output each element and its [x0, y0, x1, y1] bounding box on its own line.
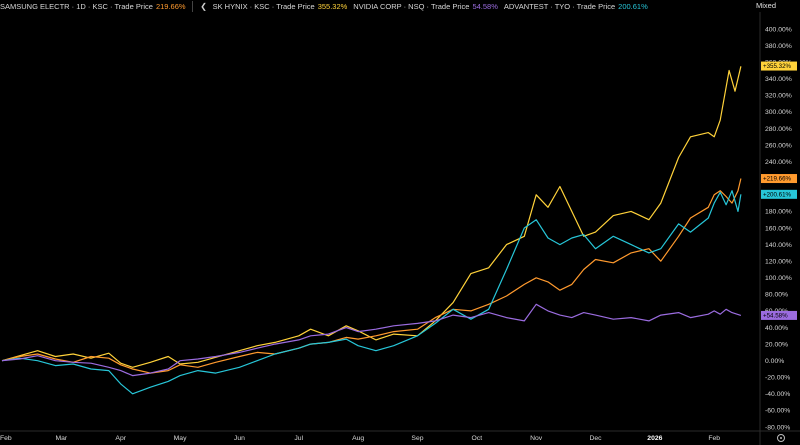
- y-tick-label: 20.00%: [765, 341, 788, 348]
- legend-bar: SAMSUNG ELECTR · 1D · KSC · Trade Price …: [0, 0, 760, 13]
- legend-nvidia-value: 54.58%: [472, 2, 498, 11]
- y-tick-label: 0.00%: [765, 358, 784, 365]
- y-axis: 400.00%380.00%360.00%340.00%320.00%300.0…: [765, 26, 792, 431]
- legend-samsung[interactable]: SAMSUNG ELECTR · 1D · KSC · Trade Price …: [0, 2, 186, 11]
- scale-mode-label[interactable]: Mixed: [755, 1, 776, 10]
- x-tick-label: Sep: [411, 435, 423, 442]
- y-tick-label: 140.00%: [765, 242, 792, 249]
- x-tick-label: 2026: [647, 435, 662, 442]
- series-badge-value: +219.66%: [763, 176, 792, 183]
- series-line-samsung-electr[interactable]: [1, 178, 742, 374]
- x-tick-label: Dec: [589, 435, 602, 442]
- series-badge-bg: [761, 189, 797, 199]
- y-tick-label: 40.00%: [765, 325, 788, 332]
- y-tick-label: 240.00%: [765, 159, 792, 166]
- y-tick-label: 400.00%: [765, 26, 792, 33]
- series-badge: +355.32%: [761, 61, 797, 71]
- series-lines: [1, 66, 742, 395]
- chevron-left-icon[interactable]: ❮: [200, 2, 207, 11]
- x-axis: Feb Mar Apr May Jun Jul Aug Sep Oct Nov Dec 2026 Feb: [0, 435, 720, 442]
- series-line-sk-hynix[interactable]: [1, 66, 742, 368]
- series-badge-value: +355.32%: [763, 63, 792, 70]
- series-badge: +200.61%: [761, 189, 797, 199]
- x-tick-label: Jul: [294, 435, 303, 442]
- y-tick-label: 380.00%: [765, 43, 792, 50]
- legend-samsung-value: 219.66%: [155, 2, 186, 11]
- legend-skhynix[interactable]: SK HYNIX · KSC · Trade Price 355.32%: [213, 2, 348, 11]
- series-line-advantest[interactable]: [1, 190, 742, 395]
- legend-advantest-value: 200.61%: [618, 2, 648, 11]
- series-badge: +219.66%: [761, 174, 797, 184]
- series-badges: +355.32% +219.66% +200.61% +54.58%: [761, 61, 797, 320]
- y-tick-label: 80.00%: [765, 292, 788, 299]
- y-tick-label: 260.00%: [765, 142, 792, 149]
- y-tick-label: 280.00%: [765, 126, 792, 133]
- series-badge: +54.58%: [761, 310, 797, 320]
- legend-samsung-label: SAMSUNG ELECTR · 1D · KSC · Trade Price: [0, 2, 153, 11]
- y-tick-label: 300.00%: [765, 109, 792, 116]
- y-tick-label: -40.00%: [765, 391, 790, 398]
- legend-advantest-label: ADVANTEST · TYO · Trade Price: [503, 2, 616, 11]
- series-badge-bg: [761, 174, 797, 184]
- y-tick-label: 340.00%: [765, 76, 792, 83]
- y-tick-label: -60.00%: [765, 408, 790, 415]
- x-tick-label: Feb: [708, 435, 720, 442]
- x-tick-label: May: [174, 435, 187, 442]
- legend-advantest[interactable]: ADVANTEST · TYO · Trade Price 200.61%: [504, 2, 648, 11]
- y-tick-label: 160.00%: [765, 225, 792, 232]
- series-badge-bg: [761, 61, 797, 71]
- x-tick-label: Nov: [530, 435, 543, 442]
- y-tick-label: -20.00%: [765, 375, 790, 382]
- legend-skhynix-label: SK HYNIX · KSC · Trade Price: [212, 2, 315, 11]
- x-tick-label: Apr: [115, 435, 126, 442]
- series-line-nvidia-corp[interactable]: [1, 303, 742, 377]
- legend-skhynix-value: 355.32%: [317, 2, 348, 11]
- x-tick-label: Jun: [234, 435, 245, 442]
- y-tick-label: 120.00%: [765, 258, 792, 265]
- y-tick-label: -80.00%: [765, 424, 790, 431]
- series-badge-bg: [761, 310, 797, 320]
- legend-divider: [191, 1, 193, 12]
- y-tick-label: 100.00%: [765, 275, 792, 282]
- y-tick-label: 320.00%: [765, 93, 792, 100]
- series-badge-value: +200.61%: [763, 192, 792, 199]
- x-tick-label: Oct: [472, 435, 483, 442]
- legend-nvidia-label: NVIDIA CORP · NSQ · Trade Price: [353, 2, 470, 11]
- settings-icon[interactable]: [777, 434, 785, 442]
- series-badge-value: +54.58%: [763, 313, 788, 320]
- x-tick-label: Feb: [0, 435, 12, 442]
- legend-nvidia[interactable]: NVIDIA CORP · NSQ · Trade Price 54.58%: [353, 2, 498, 11]
- x-tick-label: Aug: [352, 435, 364, 442]
- x-tick-label: Mar: [55, 435, 67, 442]
- y-tick-label: 180.00%: [765, 209, 792, 216]
